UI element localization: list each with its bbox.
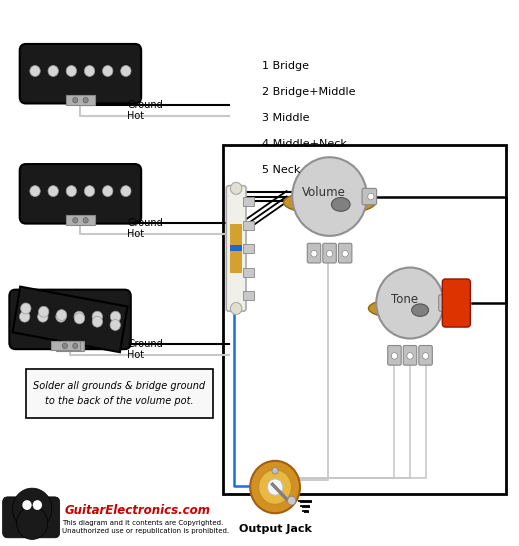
FancyBboxPatch shape: [243, 197, 254, 206]
Circle shape: [83, 217, 88, 223]
FancyBboxPatch shape: [9, 289, 131, 349]
Circle shape: [288, 496, 296, 505]
FancyBboxPatch shape: [419, 346, 432, 365]
Text: 5 Neck: 5 Neck: [262, 165, 301, 175]
Circle shape: [368, 193, 374, 200]
FancyBboxPatch shape: [20, 44, 141, 104]
Circle shape: [74, 311, 84, 322]
Circle shape: [57, 310, 67, 321]
FancyBboxPatch shape: [243, 291, 254, 300]
Circle shape: [84, 186, 94, 197]
Text: Output Jack: Output Jack: [239, 524, 311, 534]
Text: Hot: Hot: [127, 229, 144, 239]
FancyBboxPatch shape: [226, 186, 246, 311]
Circle shape: [267, 479, 283, 495]
Circle shape: [230, 302, 242, 314]
FancyBboxPatch shape: [230, 245, 242, 251]
Circle shape: [74, 313, 85, 324]
Circle shape: [17, 507, 48, 539]
FancyBboxPatch shape: [66, 95, 94, 105]
Circle shape: [120, 66, 131, 76]
FancyBboxPatch shape: [362, 188, 377, 205]
Text: GuitarElectronics.com: GuitarElectronics.com: [65, 504, 211, 517]
Text: 3 Middle: 3 Middle: [262, 113, 310, 123]
FancyBboxPatch shape: [439, 295, 453, 311]
Text: Ground: Ground: [127, 339, 163, 349]
Circle shape: [30, 186, 40, 197]
Circle shape: [326, 251, 333, 257]
Circle shape: [38, 306, 49, 317]
Text: This diagram and it contents are Copyrighted.
Unauthorized use or republication : This diagram and it contents are Copyrig…: [62, 520, 229, 534]
Circle shape: [73, 97, 78, 103]
Circle shape: [48, 66, 58, 76]
Circle shape: [66, 66, 77, 76]
FancyBboxPatch shape: [56, 341, 84, 351]
FancyBboxPatch shape: [307, 244, 321, 263]
Circle shape: [376, 268, 444, 339]
FancyBboxPatch shape: [51, 341, 80, 351]
Text: Ground: Ground: [127, 218, 163, 228]
FancyBboxPatch shape: [388, 346, 401, 365]
Ellipse shape: [368, 298, 452, 319]
Ellipse shape: [283, 191, 376, 215]
Circle shape: [311, 251, 317, 257]
Text: 4 Middle+Neck: 4 Middle+Neck: [262, 139, 347, 149]
Circle shape: [92, 311, 102, 322]
Circle shape: [292, 157, 367, 236]
FancyBboxPatch shape: [26, 369, 213, 418]
Circle shape: [407, 353, 413, 359]
Text: Hot: Hot: [127, 351, 144, 360]
Circle shape: [444, 300, 450, 306]
Circle shape: [422, 353, 429, 359]
Circle shape: [272, 467, 278, 474]
FancyBboxPatch shape: [442, 279, 470, 327]
Text: Ground: Ground: [127, 100, 163, 110]
Circle shape: [20, 311, 30, 322]
Text: Volume: Volume: [302, 186, 346, 199]
Circle shape: [62, 343, 67, 348]
Circle shape: [84, 66, 94, 76]
Circle shape: [83, 97, 88, 103]
Text: 2 Bridge+Middle: 2 Bridge+Middle: [262, 87, 356, 97]
FancyBboxPatch shape: [243, 268, 254, 277]
FancyBboxPatch shape: [3, 497, 60, 538]
FancyBboxPatch shape: [230, 224, 242, 273]
Circle shape: [56, 311, 66, 322]
Ellipse shape: [412, 304, 429, 316]
Circle shape: [33, 500, 42, 510]
Circle shape: [391, 353, 398, 359]
Circle shape: [250, 461, 300, 513]
Circle shape: [73, 217, 78, 223]
Circle shape: [66, 186, 77, 197]
FancyBboxPatch shape: [20, 164, 141, 224]
Text: Hot: Hot: [127, 111, 144, 121]
Circle shape: [21, 303, 31, 314]
Circle shape: [230, 182, 242, 194]
Circle shape: [30, 66, 40, 76]
Circle shape: [111, 311, 121, 322]
Circle shape: [38, 311, 48, 322]
FancyBboxPatch shape: [243, 221, 254, 230]
Circle shape: [92, 316, 103, 327]
Circle shape: [48, 186, 58, 197]
Circle shape: [12, 488, 52, 530]
Circle shape: [103, 66, 113, 76]
Circle shape: [103, 186, 113, 197]
FancyBboxPatch shape: [66, 215, 94, 225]
Text: Solder all grounds & bridge ground
to the back of the volume pot.: Solder all grounds & bridge ground to th…: [33, 381, 206, 406]
Circle shape: [258, 470, 292, 505]
Circle shape: [120, 186, 131, 197]
FancyBboxPatch shape: [403, 346, 417, 365]
Text: 1 Bridge: 1 Bridge: [262, 61, 309, 70]
FancyBboxPatch shape: [323, 244, 336, 263]
FancyBboxPatch shape: [243, 244, 254, 253]
Circle shape: [73, 343, 78, 348]
Ellipse shape: [332, 198, 350, 211]
Polygon shape: [12, 287, 128, 352]
Circle shape: [110, 319, 120, 330]
Text: Tone: Tone: [391, 293, 418, 306]
Circle shape: [342, 251, 348, 257]
FancyBboxPatch shape: [338, 244, 352, 263]
Circle shape: [22, 500, 32, 510]
